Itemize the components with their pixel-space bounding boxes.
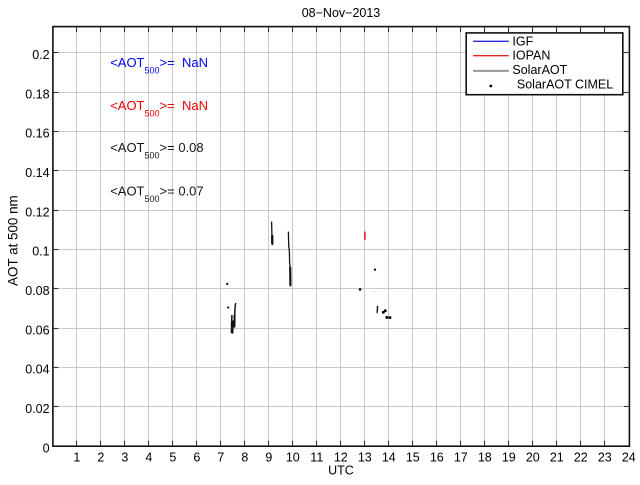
svg-text:0.1: 0.1: [32, 245, 49, 259]
svg-text:21: 21: [550, 450, 564, 464]
svg-text:16: 16: [430, 450, 444, 464]
svg-text:13: 13: [358, 450, 372, 464]
svg-text:15: 15: [406, 450, 420, 464]
svg-text:10: 10: [286, 450, 300, 464]
svg-text:11: 11: [310, 450, 323, 464]
svg-text:0.16: 0.16: [25, 127, 49, 141]
svg-text:24: 24: [622, 450, 636, 464]
svg-text:0.12: 0.12: [25, 205, 49, 219]
svg-text:8: 8: [241, 450, 248, 464]
svg-text:08−Nov−2013: 08−Nov−2013: [302, 6, 381, 20]
svg-text:22: 22: [574, 450, 588, 464]
svg-text:0.06: 0.06: [25, 323, 49, 337]
svg-text:9: 9: [265, 450, 272, 464]
svg-text:17: 17: [454, 450, 468, 464]
svg-text:14: 14: [382, 450, 396, 464]
svg-text:IOPAN: IOPAN: [512, 49, 550, 63]
svg-text:2: 2: [97, 450, 104, 464]
svg-text:AOT at 500 nm: AOT at 500 nm: [6, 195, 21, 286]
svg-text:0.08: 0.08: [25, 284, 49, 298]
svg-text:23: 23: [598, 450, 612, 464]
svg-text:6: 6: [193, 450, 200, 464]
svg-text:0.2: 0.2: [32, 48, 49, 62]
svg-text:20: 20: [526, 450, 540, 464]
svg-text:1: 1: [73, 450, 80, 464]
svg-text:SolarAOT: SolarAOT: [512, 63, 567, 77]
svg-text:4: 4: [145, 450, 152, 464]
svg-text:0.14: 0.14: [25, 166, 49, 180]
svg-text:0.02: 0.02: [25, 402, 49, 416]
svg-text:5: 5: [169, 450, 176, 464]
svg-text:0: 0: [43, 441, 50, 455]
svg-text:0.04: 0.04: [25, 363, 49, 377]
svg-text:18: 18: [478, 450, 492, 464]
svg-text:19: 19: [502, 450, 516, 464]
svg-text:0.18: 0.18: [25, 87, 49, 101]
svg-text:SolarAOT CIMEL: SolarAOT CIMEL: [517, 78, 613, 92]
svg-text:7: 7: [217, 450, 224, 464]
svg-text:IGF: IGF: [512, 34, 533, 48]
svg-text:3: 3: [121, 450, 128, 464]
svg-text:UTC: UTC: [328, 464, 354, 478]
svg-text:12: 12: [334, 450, 348, 464]
